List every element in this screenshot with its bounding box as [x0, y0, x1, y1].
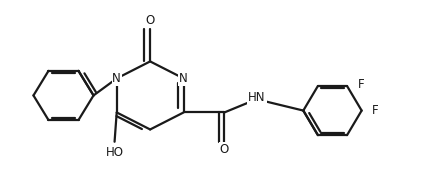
Text: F: F [372, 104, 379, 117]
Text: O: O [220, 143, 229, 156]
Text: F: F [358, 78, 364, 91]
Text: N: N [112, 72, 121, 85]
Text: N: N [179, 72, 188, 85]
Text: O: O [145, 14, 155, 27]
Text: HO: HO [106, 146, 124, 159]
Text: HN: HN [248, 91, 266, 104]
